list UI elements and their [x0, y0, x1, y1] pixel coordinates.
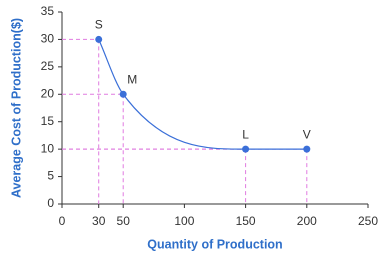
- y-tick-label: 30: [41, 32, 55, 46]
- x-tick-label: 250: [358, 214, 378, 228]
- y-tick-label: 20: [41, 86, 55, 100]
- point: [119, 90, 127, 98]
- point: [95, 35, 103, 43]
- x-tick-label: 50: [117, 214, 131, 228]
- x-tick-label: 200: [297, 214, 317, 228]
- point: [242, 145, 250, 153]
- x-tick-label: 0: [59, 214, 66, 228]
- x-tick-label: 100: [174, 214, 194, 228]
- x-axis-label: Quantity of Production: [147, 237, 282, 251]
- line: [98, 39, 307, 150]
- y-tick-label: 0: [47, 196, 54, 210]
- x-tick-label: 150: [236, 214, 256, 228]
- y-tick-label: 35: [41, 4, 55, 18]
- y-tick-label: 15: [41, 114, 55, 128]
- point-label: L: [242, 127, 249, 141]
- point-label: S: [95, 18, 103, 32]
- point: [303, 145, 311, 153]
- y-tick-label: 25: [41, 59, 55, 73]
- point-label: V: [303, 127, 311, 141]
- point-label: M: [127, 72, 137, 86]
- y-axis-label: Average Cost of Production($): [9, 18, 23, 198]
- y-tick-label: 5: [47, 169, 54, 183]
- x-tick-label: 30: [92, 214, 106, 228]
- y-tick-label: 10: [41, 141, 55, 155]
